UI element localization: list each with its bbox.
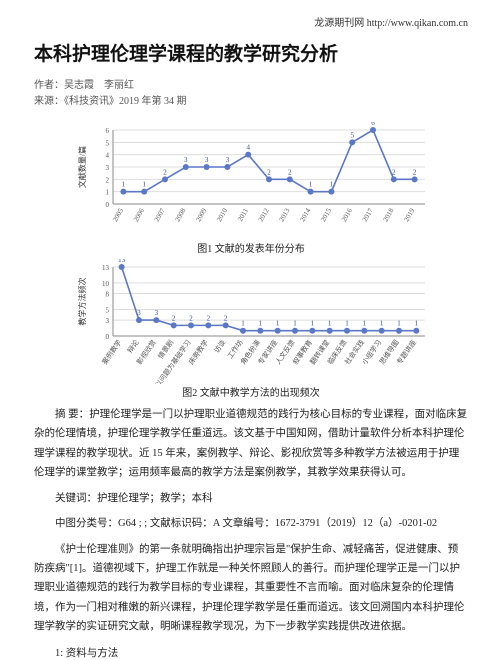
svg-text:1: 1 xyxy=(363,320,367,328)
svg-text:3: 3 xyxy=(184,156,188,164)
svg-text:1: 1 xyxy=(309,181,313,189)
chart2-caption: 图2 文献中教学方法的出现频次 xyxy=(71,384,431,399)
svg-text:1: 1 xyxy=(142,181,146,189)
svg-text:1: 1 xyxy=(259,320,263,328)
svg-text:文献数量/篇: 文献数量/篇 xyxy=(77,146,87,188)
svg-text:1: 1 xyxy=(293,320,297,328)
svg-text:8: 8 xyxy=(106,291,110,299)
svg-text:1: 1 xyxy=(311,320,315,328)
svg-text:2: 2 xyxy=(224,314,228,322)
svg-text:3: 3 xyxy=(205,156,209,164)
charts-container: 0123456文献数量/篇120051200622007320083200932… xyxy=(71,122,431,399)
svg-text:2: 2 xyxy=(163,168,167,176)
svg-text:5: 5 xyxy=(106,139,110,147)
svg-text:0: 0 xyxy=(106,333,110,341)
svg-text:1: 1 xyxy=(380,320,384,328)
svg-text:5: 5 xyxy=(350,131,354,139)
keywords: 关键词：护理伦理学；教学；本科 xyxy=(34,489,468,508)
svg-text:1: 1 xyxy=(330,181,334,189)
svg-text:6: 6 xyxy=(106,127,110,135)
svg-text:3: 3 xyxy=(106,317,110,325)
svg-text:2: 2 xyxy=(267,168,271,176)
chart2: 03581013教学方法频次13案例教学3辩论3影视欣赏2情景剧2以问题为基础学… xyxy=(71,259,431,399)
authors-line: 作者：吴志霞 李丽红 xyxy=(34,78,468,94)
svg-text:3: 3 xyxy=(106,164,110,172)
svg-text:1: 1 xyxy=(397,320,401,328)
source-line: 来源：《科技资讯》2019 年第 34 期 xyxy=(34,94,468,110)
svg-text:2: 2 xyxy=(207,314,211,322)
svg-text:2: 2 xyxy=(106,176,110,184)
svg-text:1: 1 xyxy=(328,320,332,328)
svg-text:13: 13 xyxy=(118,259,126,264)
svg-text:5: 5 xyxy=(106,306,110,314)
svg-text:10: 10 xyxy=(102,280,110,288)
chart1: 0123456文献数量/篇120051200622007320083200932… xyxy=(71,122,431,255)
svg-text:1: 1 xyxy=(276,320,280,328)
clc-line: 中图分类号：G64 ; ; 文献标识码：A 文章编号：1672-3791（201… xyxy=(34,514,468,533)
svg-text:1: 1 xyxy=(122,181,126,189)
abstract: 摘 要：护理伦理学是一门以护理职业道德规范的践行为核心目标的专业课程，面对临床复… xyxy=(34,405,468,483)
section-1-heading: 1: 资料与方法 xyxy=(34,645,468,660)
svg-text:6: 6 xyxy=(371,122,375,127)
svg-text:2: 2 xyxy=(189,314,193,322)
svg-text:3: 3 xyxy=(226,156,230,164)
svg-text:0: 0 xyxy=(106,201,110,209)
svg-text:2: 2 xyxy=(413,168,417,176)
svg-text:1: 1 xyxy=(241,320,245,328)
svg-text:3: 3 xyxy=(155,309,159,317)
svg-text:2: 2 xyxy=(392,168,396,176)
svg-text:2: 2 xyxy=(288,168,292,176)
chart1-caption: 图1 文献的发表年份分布 xyxy=(71,240,431,255)
svg-text:1: 1 xyxy=(415,320,419,328)
svg-text:1: 1 xyxy=(106,189,110,197)
svg-text:13: 13 xyxy=(102,264,110,272)
site-link: 龙源期刊网 http://www.qikan.com.cn xyxy=(34,14,468,29)
svg-text:2: 2 xyxy=(172,314,176,322)
svg-text:3: 3 xyxy=(137,309,141,317)
svg-text:4: 4 xyxy=(106,152,110,160)
svg-text:4: 4 xyxy=(246,144,250,152)
svg-text:教学方法频次: 教学方法频次 xyxy=(77,278,87,326)
page-title: 本科护理伦理学课程的教学研究分析 xyxy=(34,39,468,66)
body-paragraph: 《护士伦理准则》的第一条就明确指出护理宗旨是"保护生命、减轻痛苦，促进健康、预防… xyxy=(34,540,468,637)
svg-text:1: 1 xyxy=(345,320,349,328)
